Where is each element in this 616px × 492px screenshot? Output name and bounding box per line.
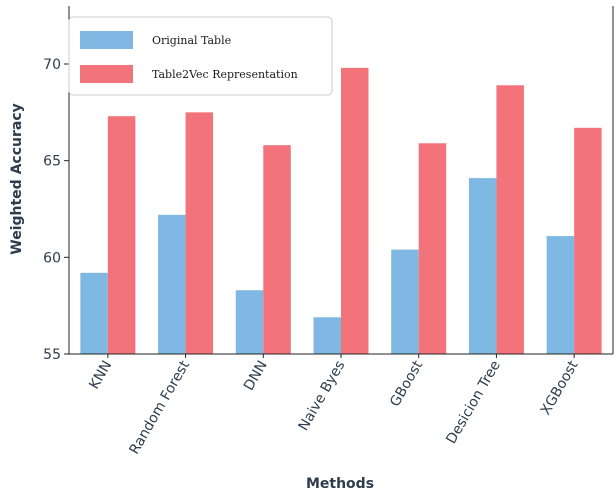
x-tick-label: GBoost <box>387 358 426 410</box>
bar-original-table-6 <box>546 236 575 354</box>
y-tick-label: 70 <box>43 57 61 73</box>
bar-table2vec-0 <box>107 116 136 354</box>
legend-swatch <box>80 31 133 49</box>
y-axis-title: Weighted Accuracy <box>9 103 25 254</box>
x-tick-label: XGBoost <box>538 358 582 418</box>
bar-table2vec-1 <box>185 112 214 354</box>
bar-table2vec-3 <box>341 67 369 354</box>
bar-original-table-2 <box>235 290 264 354</box>
bar-table2vec-5 <box>496 85 524 355</box>
x-tick-label: Desicion Tree <box>443 358 503 447</box>
y-tick-label: 55 <box>43 347 61 363</box>
x-tick-label: KNN <box>86 358 115 392</box>
bar-table2vec-2 <box>263 145 291 354</box>
bar-table2vec-6 <box>574 127 602 354</box>
y-tick-label: 65 <box>43 154 61 170</box>
legend: Original Table Table2Vec Representation <box>68 16 333 96</box>
bars-layer <box>80 67 602 355</box>
bar-original-table-1 <box>158 214 186 354</box>
y-tick-label: 60 <box>43 250 61 266</box>
legend-label: Table2Vec Representation <box>152 68 298 81</box>
bar-original-table-5 <box>468 178 497 354</box>
bar-original-table-0 <box>80 272 108 354</box>
x-tick-label: Random Forest <box>126 358 193 458</box>
legend-box <box>68 16 333 96</box>
bar-original-table-4 <box>391 249 419 354</box>
legend-swatch <box>80 65 133 83</box>
x-axis-title: Methods <box>306 476 374 492</box>
x-tick-label: Naive Byes <box>296 358 349 434</box>
legend-label: Original Table <box>152 34 231 47</box>
bar-original-table-3 <box>313 317 341 354</box>
bar-table2vec-4 <box>418 143 447 354</box>
x-tick-label: DNN <box>241 358 271 393</box>
